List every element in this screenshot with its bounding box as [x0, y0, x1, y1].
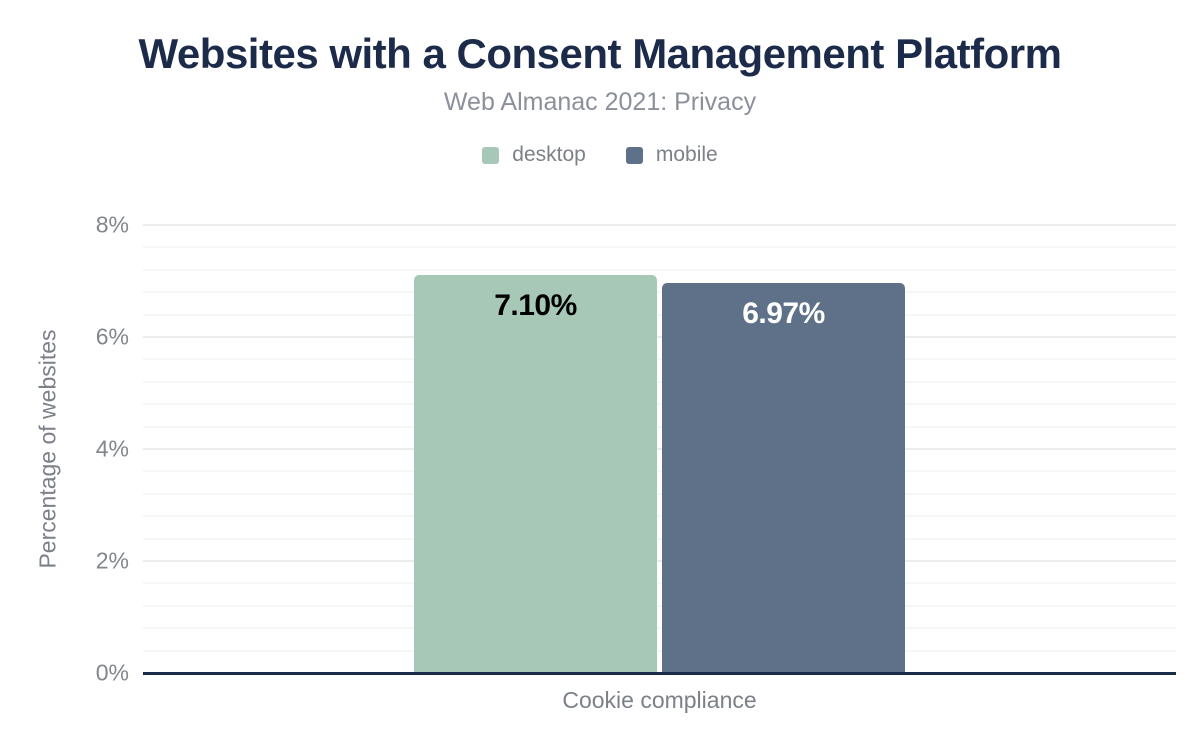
major-gridline	[143, 224, 1176, 226]
minor-gridline	[143, 380, 1176, 383]
chart-subtitle: Web Almanac 2021: Privacy	[443, 88, 757, 116]
minor-gridline	[143, 268, 1176, 271]
minor-gridline	[143, 649, 1176, 652]
legend-label-desktop: desktop	[512, 143, 586, 166]
bar-value-label: 6.97%	[742, 297, 825, 330]
minor-gridline	[143, 425, 1176, 428]
x-axis-line	[143, 672, 1176, 675]
minor-gridline	[143, 403, 1176, 406]
minor-gridline	[143, 492, 1176, 495]
y-tick-label: 2%	[95, 547, 129, 574]
y-tick-label: 8%	[95, 211, 129, 238]
minor-gridline	[143, 246, 1176, 249]
y-axis-title: Percentage of websites	[34, 329, 61, 569]
major-gridline	[143, 560, 1176, 562]
y-tick-label: 6%	[95, 323, 129, 350]
chart-title: Websites with a Consent Management Platf…	[138, 30, 1062, 77]
desktop-swatch-icon	[482, 146, 500, 164]
legend-item-desktop: desktop	[482, 143, 586, 167]
minor-gridline	[143, 291, 1176, 294]
bar-mobile: 6.97%	[662, 283, 905, 673]
y-tick-label: 4%	[95, 435, 129, 462]
legend: desktop mobile	[0, 143, 1200, 167]
minor-gridline	[143, 582, 1176, 585]
y-tick-label: 0%	[95, 659, 129, 686]
minor-gridline	[143, 313, 1176, 316]
minor-gridline	[143, 604, 1176, 607]
major-gridline	[143, 448, 1176, 450]
minor-gridline	[143, 627, 1176, 630]
plot-area: 0% 2% 4% 6% 8% 7.10% 6.97%	[96, 212, 1176, 686]
minor-gridline	[143, 537, 1176, 540]
minor-gridline	[143, 358, 1176, 361]
bar-value-label: 7.10%	[494, 289, 577, 322]
mobile-swatch-icon	[625, 146, 643, 164]
x-axis-category-label: Cookie compliance	[562, 687, 757, 713]
major-gridline	[143, 336, 1176, 338]
legend-item-mobile: mobile	[625, 143, 718, 167]
minor-gridline	[143, 470, 1176, 473]
legend-label-mobile: mobile	[655, 143, 718, 166]
bar-desktop: 7.10%	[414, 275, 657, 673]
minor-gridline	[143, 515, 1176, 518]
